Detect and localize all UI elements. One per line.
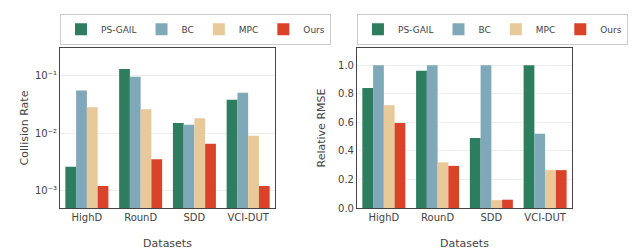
svg-text:SDD: SDD	[184, 212, 206, 223]
svg-text:0.6: 0.6	[338, 117, 354, 128]
svg-text:0.8: 0.8	[338, 88, 354, 99]
svg-text:PS-GAIL: PS-GAIL	[398, 25, 434, 35]
svg-text:VCI-DUT: VCI-DUT	[524, 212, 566, 223]
svg-text:Datasets: Datasets	[440, 237, 489, 250]
svg-text:0.4: 0.4	[338, 145, 354, 156]
svg-text:10⁻¹: 10⁻¹	[35, 70, 57, 81]
svg-text:Datasets: Datasets	[143, 237, 192, 250]
svg-text:Ours: Ours	[303, 25, 324, 35]
svg-text:BC: BC	[182, 25, 194, 35]
svg-text:0.0: 0.0	[338, 203, 354, 214]
svg-text:Relative RMSE: Relative RMSE	[315, 88, 328, 167]
svg-text:SDD: SDD	[480, 212, 502, 223]
svg-text:BC: BC	[478, 25, 490, 35]
svg-text:MPC: MPC	[536, 25, 555, 35]
svg-text:Ours: Ours	[600, 25, 621, 35]
svg-text:RounD: RounD	[124, 212, 157, 223]
svg-text:HighD: HighD	[368, 212, 399, 223]
svg-text:10⁻²: 10⁻²	[35, 128, 57, 139]
svg-text:VCI-DUT: VCI-DUT	[227, 212, 269, 223]
svg-text:RounD: RounD	[421, 212, 454, 223]
svg-text:1.0: 1.0	[338, 60, 354, 71]
svg-text:HighD: HighD	[72, 212, 103, 223]
svg-text:10⁻³: 10⁻³	[35, 185, 57, 196]
svg-text:0.2: 0.2	[338, 174, 354, 185]
svg-text:Collision Rate: Collision Rate	[18, 90, 31, 165]
svg-text:MPC: MPC	[239, 25, 258, 35]
svg-text:PS-GAIL: PS-GAIL	[101, 25, 137, 35]
